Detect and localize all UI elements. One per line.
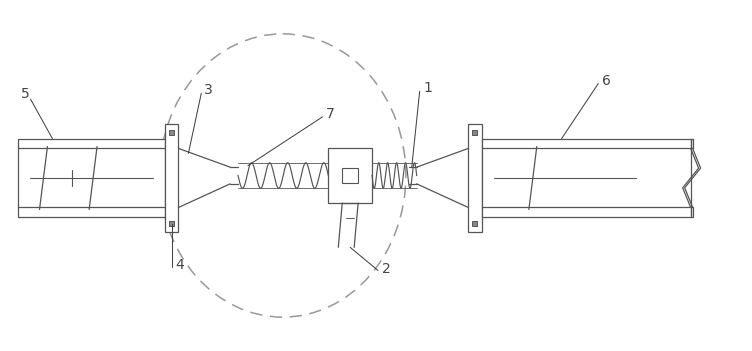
Text: 6: 6 bbox=[602, 73, 611, 87]
Text: 3: 3 bbox=[205, 84, 213, 97]
Text: 5: 5 bbox=[20, 87, 29, 101]
Text: 1: 1 bbox=[423, 81, 432, 95]
Text: 2: 2 bbox=[382, 261, 391, 276]
Bar bbox=[168, 221, 174, 226]
Text: 4: 4 bbox=[175, 258, 184, 272]
Bar bbox=[168, 130, 174, 135]
Bar bbox=[17, 139, 165, 217]
Bar bbox=[468, 124, 482, 232]
Bar bbox=[472, 221, 478, 226]
Bar bbox=[342, 168, 358, 183]
Bar bbox=[329, 148, 372, 203]
Bar bbox=[165, 124, 178, 232]
Bar bbox=[472, 130, 478, 135]
Bar bbox=[482, 139, 690, 217]
Text: 7: 7 bbox=[326, 107, 335, 121]
